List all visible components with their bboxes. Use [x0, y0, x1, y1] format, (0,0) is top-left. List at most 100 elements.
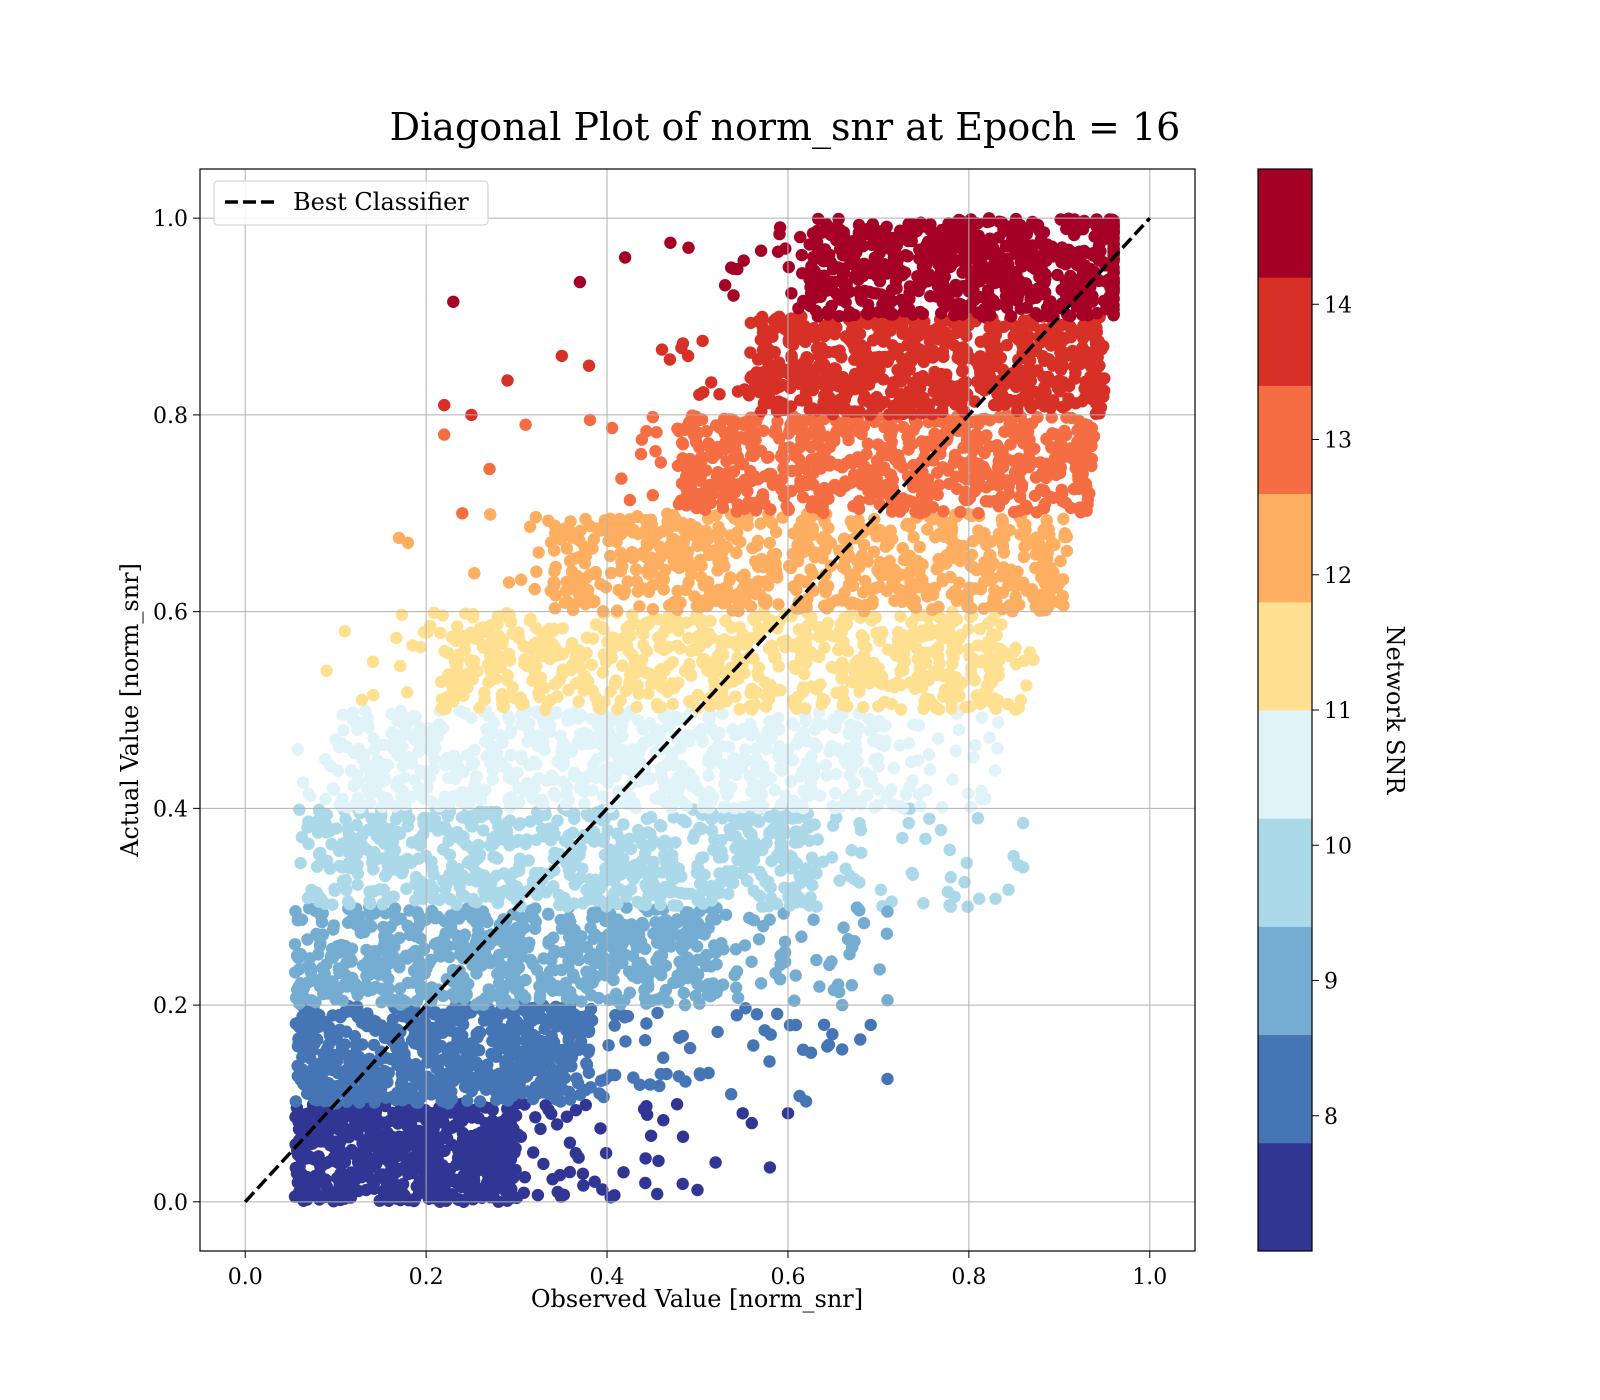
scatter-point: [834, 746, 847, 759]
scatter-point: [870, 626, 883, 640]
scatter-point: [639, 1176, 652, 1190]
scatter-point: [943, 843, 956, 857]
scatter-point: [683, 735, 696, 748]
scatter-point: [638, 991, 652, 1004]
scatter-point: [573, 727, 587, 741]
scatter-point: [695, 559, 708, 572]
scatter-point: [604, 685, 617, 698]
scatter-point: [512, 1074, 525, 1088]
scatter-point: [657, 1051, 670, 1064]
scatter-point: [934, 823, 948, 837]
scatter-point: [746, 724, 759, 738]
scatter-point: [480, 1177, 494, 1190]
scatter-point: [898, 654, 912, 668]
scatter-point: [903, 549, 917, 563]
scatter-point: [904, 577, 917, 591]
scatter-point: [928, 626, 941, 640]
scatter-point: [460, 1067, 474, 1081]
scatter-point: [292, 1032, 305, 1045]
scatter-point: [313, 939, 327, 952]
scatter-point: [310, 886, 324, 899]
scatter-point: [622, 644, 635, 657]
scatter-point: [409, 894, 422, 907]
scatter-point: [772, 598, 785, 611]
scatter-point: [962, 787, 975, 800]
scatter-point: [699, 629, 713, 642]
scatter-point: [501, 1194, 514, 1208]
scatter-point: [653, 818, 667, 832]
scatter-point: [470, 1056, 483, 1069]
scatter-point: [534, 1122, 547, 1136]
scatter-point: [316, 928, 330, 941]
scatter-point: [363, 771, 376, 785]
scatter-point: [451, 653, 465, 667]
scatter-point: [529, 1080, 542, 1094]
scatter-point: [716, 851, 729, 864]
scatter-point: [657, 573, 670, 586]
scatter-point: [806, 879, 819, 892]
scatter-point: [336, 1112, 350, 1126]
scatter-point: [532, 686, 545, 699]
scatter-point: [453, 871, 466, 885]
scatter-point: [762, 900, 776, 913]
scatter-point: [569, 1042, 582, 1056]
scatter-point: [360, 1089, 374, 1102]
scatter-point: [304, 1127, 318, 1141]
scatter-point: [365, 812, 378, 825]
scatter-point: [568, 769, 581, 783]
scatter-point: [487, 1190, 500, 1204]
scatter-point: [562, 863, 575, 876]
scatter-point: [671, 584, 684, 598]
scatter-point: [381, 866, 394, 880]
scatter-point: [546, 1048, 559, 1061]
scatter-point: [700, 922, 713, 935]
scatter-point: [664, 779, 678, 792]
scatter-point: [471, 632, 484, 646]
scatter-point: [932, 732, 945, 745]
scatter-point: [520, 1045, 533, 1059]
scatter-point: [709, 983, 722, 996]
scatter-point: [651, 965, 664, 978]
scatter-point: [544, 536, 558, 549]
scatter-point: [465, 670, 478, 683]
scatter-point: [389, 914, 402, 927]
scatter-point: [531, 1188, 545, 1202]
scatter-point: [745, 837, 758, 850]
scatter-point: [902, 816, 915, 830]
scatter-point: [472, 838, 485, 852]
scatter-point: [792, 550, 805, 564]
scatter-point: [412, 1038, 425, 1051]
scatter-point: [729, 943, 743, 956]
scatter-point: [619, 1035, 632, 1048]
scatter-point: [677, 548, 691, 561]
scatter-point: [576, 1167, 590, 1181]
scatter-point: [487, 837, 500, 851]
scatter-point: [548, 1016, 562, 1029]
scatter-point: [697, 594, 711, 607]
scatter-point: [483, 622, 496, 636]
scatter-point: [964, 700, 977, 713]
scatter-point: [1008, 645, 1021, 658]
scatter-point: [381, 1126, 394, 1139]
scatter-point: [522, 854, 535, 867]
scatter-point: [795, 930, 808, 943]
scatter-point: [710, 958, 723, 971]
scatter-point: [990, 595, 1003, 608]
scatter-point: [636, 546, 649, 560]
scatter-point: [852, 514, 865, 527]
scatter-point: [354, 1052, 367, 1065]
scatter-point: [614, 940, 628, 954]
scatter-point: [792, 836, 805, 849]
scatter-point: [906, 774, 919, 787]
scatter-point: [339, 874, 352, 887]
scatter-point: [985, 696, 998, 709]
scatter-point: [301, 933, 314, 946]
scatter-point: [595, 702, 608, 715]
scatter-point: [358, 925, 371, 939]
scatter-point: [517, 1186, 530, 1200]
scatter-point: [895, 568, 908, 581]
scatter-point: [612, 583, 625, 597]
scatter-point: [467, 1106, 480, 1120]
scatter-point: [403, 1115, 416, 1128]
scatter-point: [418, 1016, 432, 1030]
